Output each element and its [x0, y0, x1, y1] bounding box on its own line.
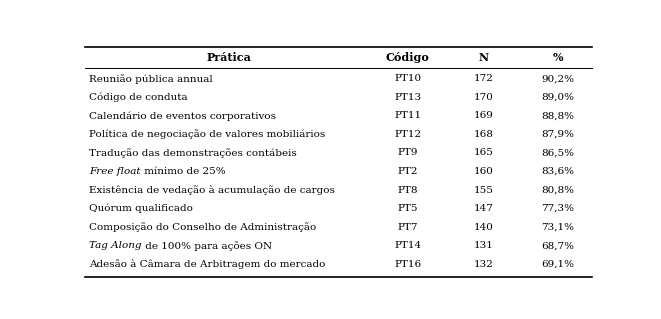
Text: 132: 132: [474, 260, 494, 269]
Text: 140: 140: [474, 223, 494, 232]
Text: Adesão à Câmara de Arbitragem do mercado: Adesão à Câmara de Arbitragem do mercado: [89, 259, 326, 269]
Text: de 100% para ações ON: de 100% para ações ON: [142, 241, 272, 251]
Text: 73,1%: 73,1%: [541, 223, 574, 232]
Text: 77,3%: 77,3%: [541, 204, 574, 213]
Text: Prática: Prática: [206, 52, 251, 63]
Text: 90,2%: 90,2%: [541, 74, 574, 83]
Text: PT10: PT10: [395, 74, 422, 83]
Text: Existência de vedação à acumulação de cargos: Existência de vedação à acumulação de ca…: [89, 185, 335, 195]
Text: 170: 170: [474, 93, 494, 102]
Text: Tag Along: Tag Along: [89, 241, 142, 250]
Text: Free float: Free float: [89, 167, 141, 176]
Text: PT7: PT7: [398, 223, 418, 232]
Text: PT12: PT12: [395, 130, 422, 139]
Text: Composição do Conselho de Administração: Composição do Conselho de Administração: [89, 222, 317, 232]
Text: Tradução das demonstrações contábeis: Tradução das demonstrações contábeis: [89, 148, 297, 158]
Text: N: N: [479, 52, 488, 63]
Text: Quórum qualificado: Quórum qualificado: [89, 204, 193, 213]
Text: Reunião pública annual: Reunião pública annual: [89, 74, 213, 84]
Text: 80,8%: 80,8%: [541, 186, 574, 195]
Text: 169: 169: [474, 111, 494, 120]
Text: PT2: PT2: [398, 167, 418, 176]
Text: PT11: PT11: [395, 111, 422, 120]
Text: mínimo de 25%: mínimo de 25%: [141, 167, 225, 176]
Text: PT5: PT5: [398, 204, 418, 213]
Text: PT13: PT13: [395, 93, 422, 102]
Text: PT9: PT9: [398, 148, 418, 158]
Text: 87,9%: 87,9%: [541, 130, 574, 139]
Text: PT8: PT8: [398, 186, 418, 195]
Text: PT16: PT16: [395, 260, 422, 269]
Text: 89,0%: 89,0%: [541, 93, 574, 102]
Text: Código: Código: [386, 52, 430, 63]
Text: 68,7%: 68,7%: [541, 241, 574, 250]
Text: Calendário de eventos corporativos: Calendário de eventos corporativos: [89, 111, 276, 121]
Text: 69,1%: 69,1%: [541, 260, 574, 269]
Text: 168: 168: [474, 130, 494, 139]
Text: PT14: PT14: [395, 241, 422, 250]
Text: Política de negociação de valores mobiliários: Política de negociação de valores mobili…: [89, 130, 325, 139]
Text: 131: 131: [474, 241, 494, 250]
Text: %: %: [553, 52, 563, 63]
Text: 155: 155: [474, 186, 494, 195]
Text: 172: 172: [474, 74, 494, 83]
Text: 165: 165: [474, 148, 494, 158]
Text: 83,6%: 83,6%: [541, 167, 574, 176]
Text: Código de conduta: Código de conduta: [89, 93, 188, 102]
Text: 86,5%: 86,5%: [541, 148, 574, 158]
Text: 147: 147: [474, 204, 494, 213]
Text: 160: 160: [474, 167, 494, 176]
Text: 88,8%: 88,8%: [541, 111, 574, 120]
